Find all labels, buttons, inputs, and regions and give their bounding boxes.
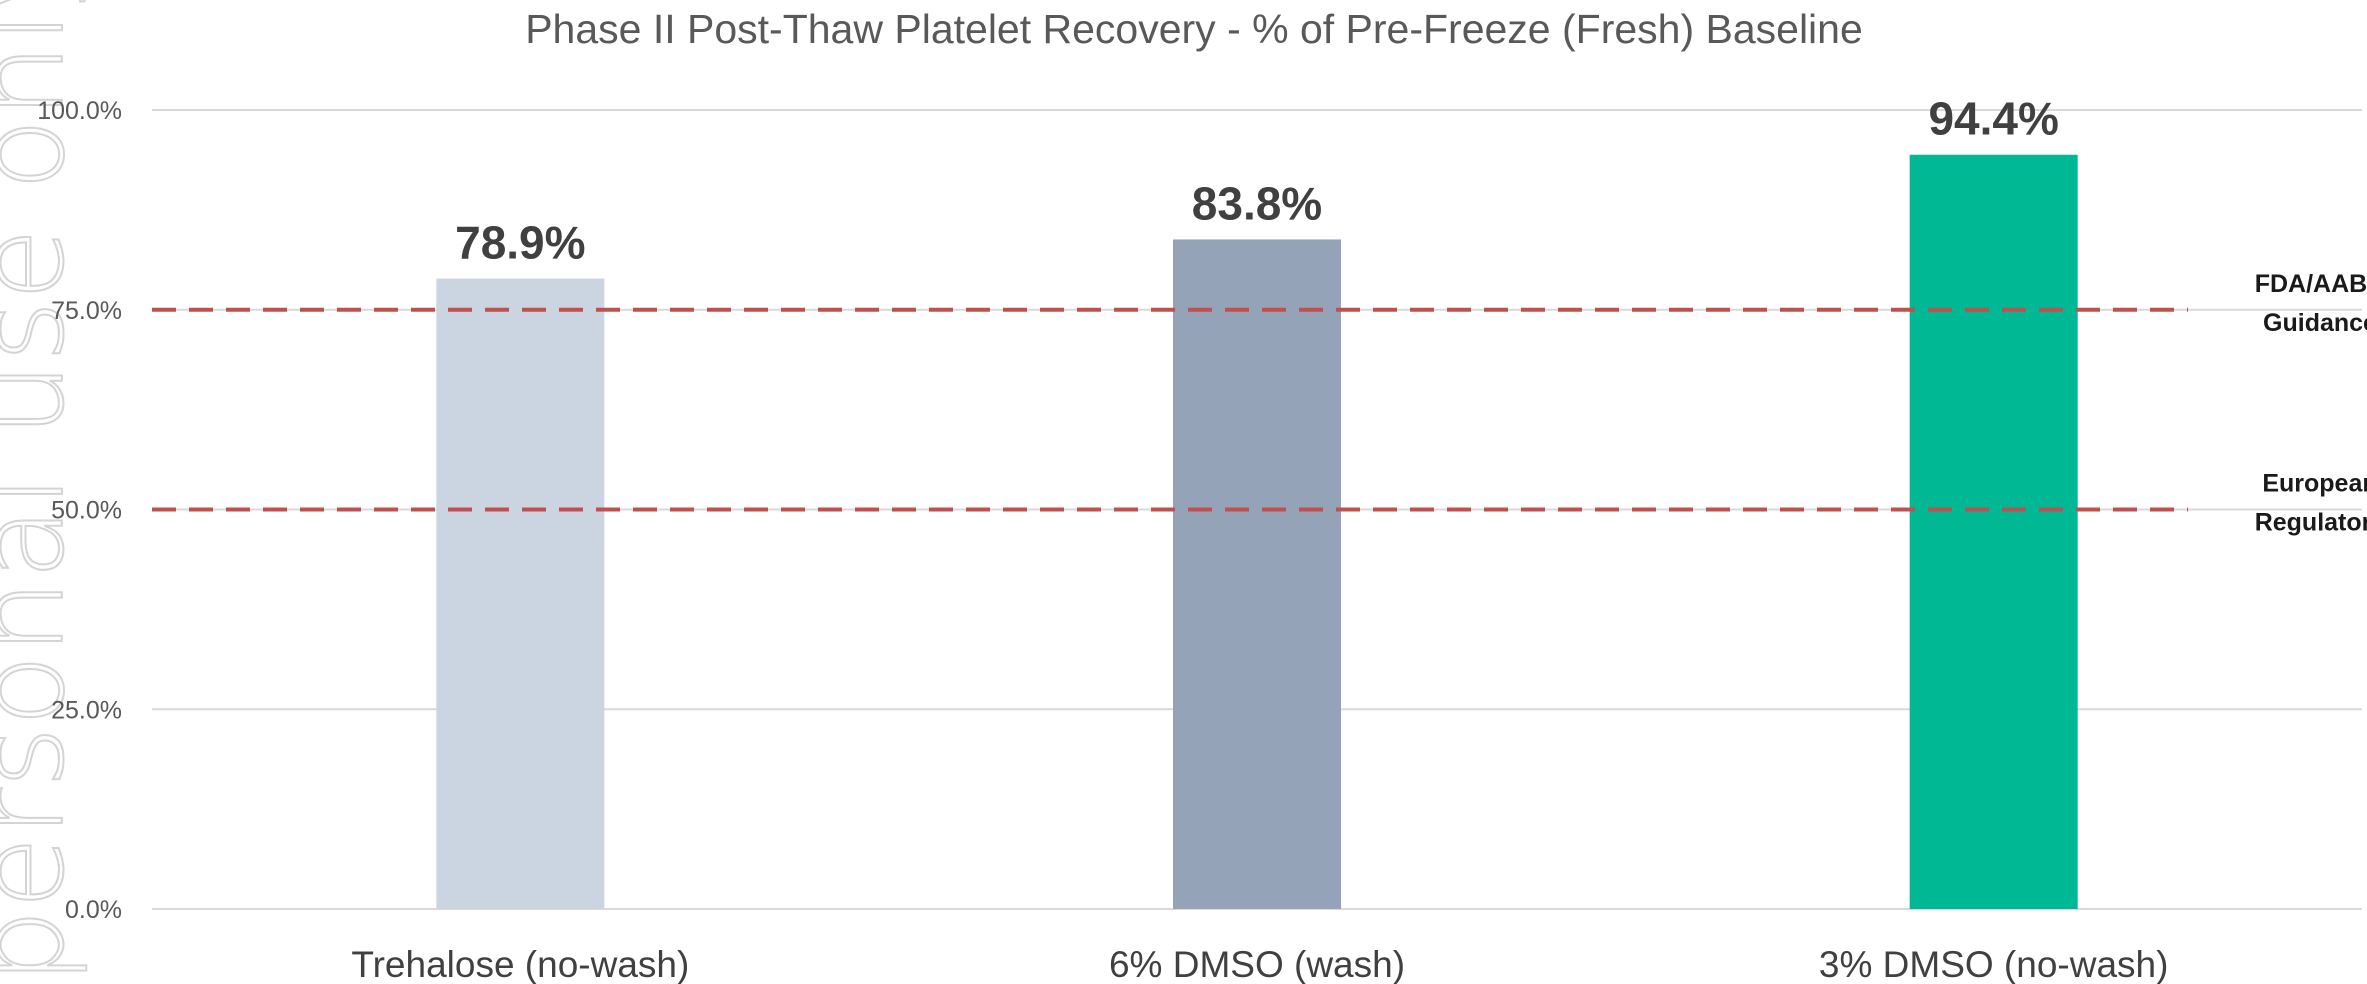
bar [1173,239,1341,910]
y-tick-label: 75.0% [51,297,122,325]
x-tick-label: Trehalose (no-wash) [351,944,689,984]
watermark-text: personal use only [0,0,90,984]
data-labels: 78.9% 83.8% 94.4% [455,93,2059,269]
bar [1909,154,2078,909]
y-tick-label: 50.0% [51,497,122,525]
data-label: 94.4% [1928,93,2058,145]
reference-line-label: Regulatory [2255,509,2367,537]
data-label: 83.8% [1192,177,1322,229]
y-tick-label: 100.0% [37,97,122,125]
y-tick-label: 0.0% [65,896,122,924]
x-axis: Trehalose (no-wash) 6% DMSO (wash) 3% DMSO… [351,944,2168,984]
reference-line-label: Guidance [2263,309,2367,337]
y-axis: 0.0% 25.0% 50.0% 75.0% 100.0% [37,97,122,924]
chart-title: Phase II Post-Thaw Platelet Recovery - %… [525,6,1863,52]
x-tick-label: 6% DMSO (wash) [1109,944,1405,984]
bar [436,278,605,909]
y-tick-label: 25.0% [51,696,122,724]
bars [436,154,2078,910]
data-label: 78.9% [455,217,585,269]
reference-lines: FDA/AABB Guidance European Regulatory [152,270,2367,537]
reference-line-label: FDA/AABB [2255,270,2367,298]
reference-line-label: European [2262,470,2367,498]
x-tick-label: 3% DMSO (no-wash) [1819,944,2169,984]
